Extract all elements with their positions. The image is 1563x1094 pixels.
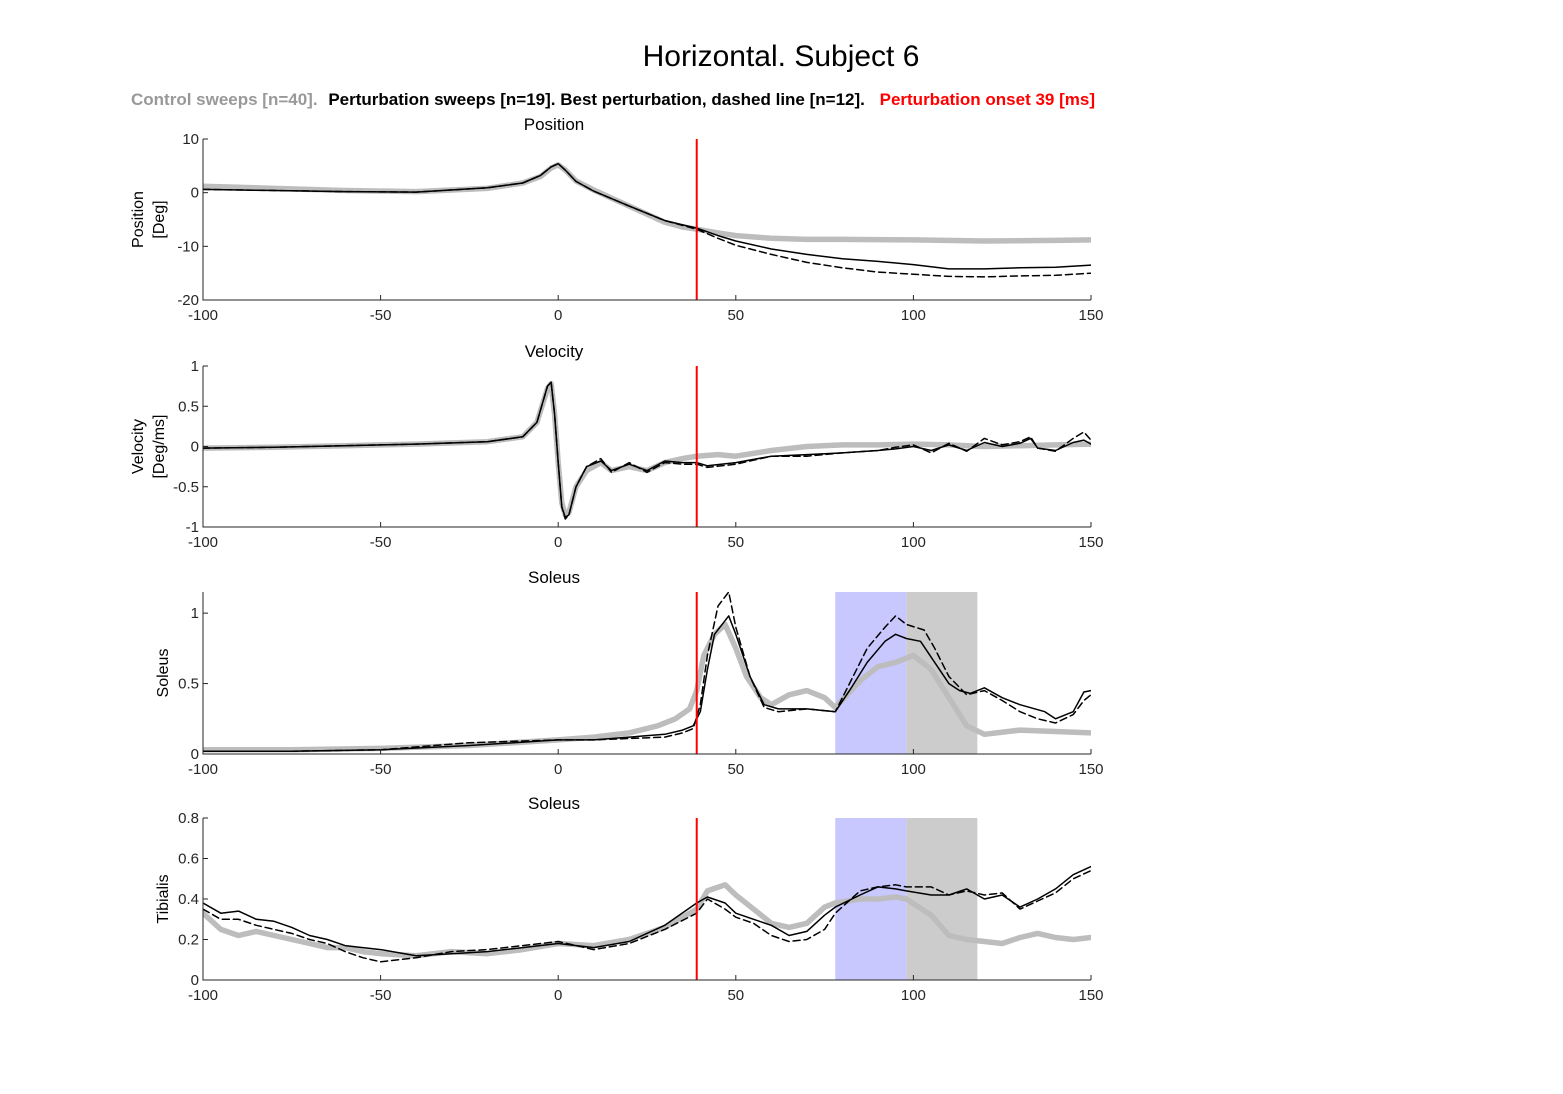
y-tick-label: 1 [191,358,199,375]
series-best [203,869,1091,963]
series-control [203,621,1091,753]
panel-title: Soleus [528,568,580,587]
series-control [203,380,1091,518]
y-tick-label: 0 [191,972,199,989]
panel-title: Soleus [528,794,580,813]
x-tick-label: -100 [188,987,218,1004]
y-tick-label: 0.4 [178,891,199,908]
x-tick-label: 150 [1078,987,1103,1004]
figure-subtitle: Control sweeps [n=40]. Perturbation swee… [131,90,1095,109]
x-tick-label: -100 [188,307,218,324]
x-tick-label: 150 [1078,534,1103,551]
series-pert [203,865,1091,957]
y-tick-label: 0.5 [178,398,199,415]
y-axis-label: Tibialis [155,874,172,923]
y-axis-label: Velocity [130,419,147,474]
y-tick-label: 0.2 [178,932,199,949]
y-tick-label: 0 [191,746,199,763]
x-tick-label: 100 [901,987,926,1004]
subtitle-control: Control sweeps [n=40]. [131,90,318,109]
x-tick-label: 100 [901,307,926,324]
y-tick-label: 0 [191,185,199,202]
chart-panels: -100 -50 0 50 100 150100-10-20PositionPositio… [130,115,1104,1004]
x-tick-label: 150 [1078,307,1103,324]
analysis-window-2 [906,818,978,980]
y-axis-label: [Deg] [151,200,168,238]
series-control [203,162,1091,244]
y-tick-label: -20 [177,292,199,309]
y-tick-label: -0.5 [173,479,199,496]
x-tick-label: 50 [727,987,744,1004]
panel-title: Position [524,115,584,134]
y-axis-label: Soleus [155,649,172,698]
x-tick-label: 50 [727,307,744,324]
panel-3: -100 -50 0 50 100 150 1 0.5 0 Soleus Soleus [155,568,1104,778]
x-tick-label: -50 [370,534,392,551]
series-best [203,381,1091,520]
y-tick-label: -10 [177,238,199,255]
x-tick-label: 0 [554,987,562,1004]
panel-1: -100 -50 0 50 100 150100-10-20PositionPositio… [130,115,1104,324]
y-tick-label: 0.5 [178,676,199,693]
x-tick-label: 100 [901,534,926,551]
series-best [203,591,1091,752]
y-tick-label: 0.8 [178,810,199,827]
x-tick-label: 0 [554,534,562,551]
panel-2: -100 -50 0 50 100 150 1 0.5 0 -0.5 -1 Velocity Veloc… [130,342,1104,551]
x-tick-label: 50 [727,761,744,778]
subtitle-onset: Perturbation onset 39 [ms] [880,90,1095,109]
y-tick-label: 0 [191,439,199,456]
figure-title: Horizontal. Subject 6 [643,40,920,73]
x-tick-label: 0 [554,307,562,324]
y-tick-label: 1 [191,605,199,622]
x-tick-label: -100 [188,534,218,551]
series-control [203,882,1091,959]
x-tick-label: 0 [554,761,562,778]
x-tick-label: 50 [727,534,744,551]
x-tick-label: -50 [370,307,392,324]
panel-title: Velocity [525,342,584,361]
panel-4: -100 -50 0 50 100 150 0.8 0.6 0.4 0.2 0 Soleus Tibia… [155,794,1104,1004]
x-tick-label: -100 [188,761,218,778]
x-tick-label: -50 [370,761,392,778]
y-tick-label: -1 [186,519,199,536]
subtitle-perturbation: Perturbation sweeps [n=19]. Best perturb… [328,90,865,109]
y-tick-label: 0.6 [178,851,199,868]
y-axis-label: [Deg/ms] [151,414,168,478]
y-tick-label: 10 [182,131,199,148]
series-best [203,162,1091,278]
x-tick-label: -50 [370,987,392,1004]
x-tick-label: 100 [901,761,926,778]
y-axis-label: Position [130,191,147,248]
series-pert [203,381,1091,519]
x-tick-label: 150 [1078,761,1103,778]
